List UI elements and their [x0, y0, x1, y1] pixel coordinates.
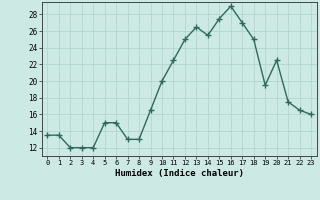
X-axis label: Humidex (Indice chaleur): Humidex (Indice chaleur) — [115, 169, 244, 178]
